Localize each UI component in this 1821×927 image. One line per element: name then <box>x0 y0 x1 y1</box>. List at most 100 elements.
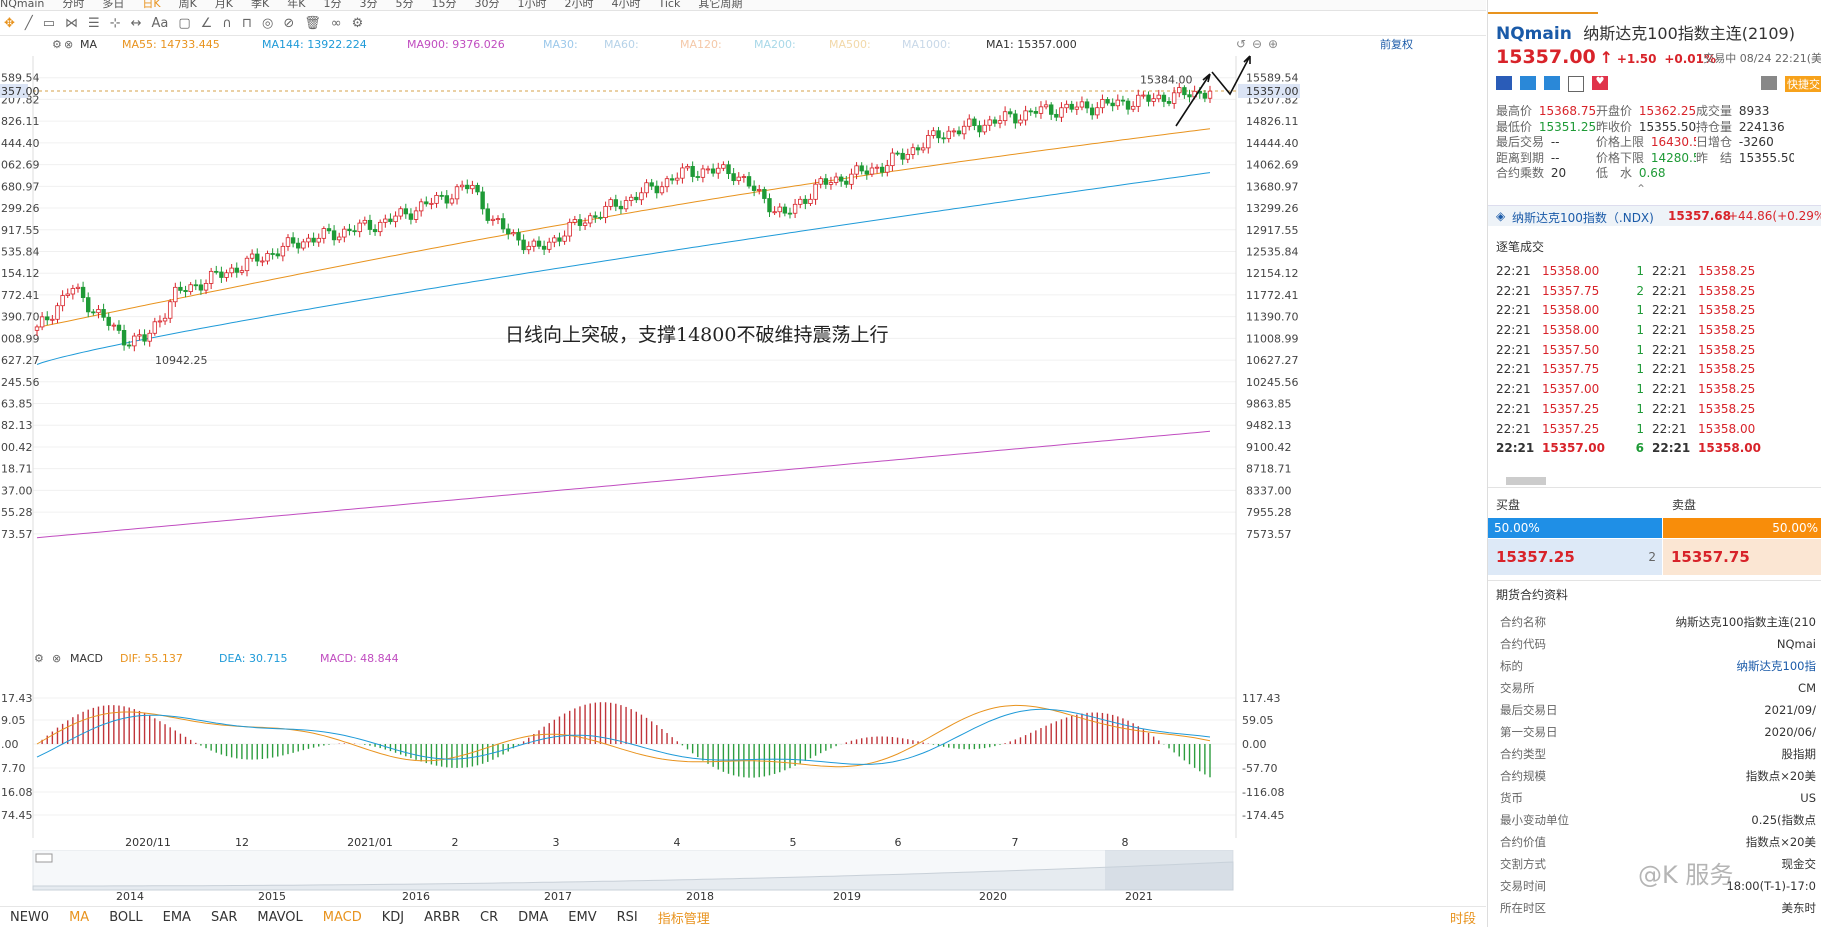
macd-tick-label: 59.05 <box>1242 714 1274 727</box>
trade-cell: 22:21 <box>1496 382 1531 397</box>
period-tab[interactable]: 2小时 <box>564 0 594 10</box>
panel-tab-active[interactable] <box>1488 0 1598 14</box>
flag-icon[interactable] <box>1496 76 1512 90</box>
timeline-navigator[interactable]: 2014 2015 2016 2017 2018 2019 2020 2021 <box>0 850 1486 900</box>
timeline-area <box>32 861 1234 891</box>
candle-body <box>1069 103 1074 110</box>
period-tab[interactable]: 月K <box>214 0 234 10</box>
magnet-icon[interactable]: ∩ <box>222 16 232 31</box>
app-icon-2[interactable] <box>1544 76 1560 90</box>
candle-body <box>1151 98 1156 102</box>
stat-label: 开盘价 <box>1596 104 1633 118</box>
contract-info-title: 期货合约资料 <box>1496 588 1569 602</box>
macd-close-icon: ⊗ <box>52 652 61 665</box>
contract-info-row: 交割方式 现金交 <box>1500 853 1821 875</box>
collapse-caret-icon[interactable]: ⌃ <box>1636 182 1647 196</box>
arrow-tool-icon[interactable]: ↔ <box>130 16 142 31</box>
candle-body <box>1125 100 1131 110</box>
period-tab[interactable]: 1小时 <box>517 0 547 10</box>
macd-tick-label-left: 16.08 <box>1 786 33 799</box>
index-row[interactable]: ◈ 纳斯达克100指数（.NDX) 15357.68 +44.86(+0.29% <box>1488 205 1821 226</box>
contract-info-value: 2020/06/ <box>1764 725 1816 739</box>
measure-tool-icon[interactable]: ⊹ <box>109 16 121 31</box>
price-tick-label: 11008.99 <box>1246 332 1299 345</box>
candle-body <box>137 334 142 337</box>
indicator-tab-rsi[interactable]: RSI <box>616 909 638 925</box>
period-tab[interactable]: 分时 <box>62 0 85 10</box>
delete-icon[interactable]: 🗑 <box>304 16 321 31</box>
indicator-tab-boll[interactable]: BOLL <box>109 909 143 925</box>
text-tool-label[interactable]: Aa <box>151 16 169 31</box>
period-tab[interactable]: 5分 <box>395 0 414 10</box>
indicator-tab-mavol[interactable]: MAVOL <box>257 909 303 925</box>
period-tab[interactable]: 4小时 <box>611 0 641 10</box>
macd-chart[interactable]: ⚙ ⊗ MACD DIF: 55.137 DEA: 30.715 MACD: 48.844… <box>0 648 1486 838</box>
heart-icon[interactable]: ♥ <box>1592 76 1608 90</box>
period-tab[interactable]: 15分 <box>431 0 457 10</box>
rect-tool-icon[interactable]: ▭ <box>42 16 56 31</box>
indicator-tab-sar[interactable]: SAR <box>210 909 238 925</box>
lock-icon[interactable]: ⊓ <box>241 16 252 31</box>
candle-body <box>608 199 613 207</box>
period-tab[interactable]: 日K <box>142 0 161 10</box>
ask-box[interactable]: 15357.75 <box>1663 539 1821 575</box>
period-tab[interactable]: NQmain <box>0 0 45 10</box>
channel-tool-icon[interactable]: ☰ <box>88 16 100 31</box>
period-tab[interactable]: 季K <box>251 0 270 10</box>
session-tab[interactable]: 时段 <box>1449 911 1476 927</box>
settings-icon[interactable]: ⚙ <box>351 16 364 31</box>
candle-body <box>96 309 101 314</box>
bell-icon[interactable] <box>1761 76 1777 90</box>
quote-change-pct: +0.01% <box>1664 52 1717 66</box>
stat-value: 16430.50 <box>1650 135 1696 149</box>
fork-tool-icon[interactable]: ⋈ <box>65 16 79 31</box>
contract-info-value: NQmai <box>1776 637 1816 651</box>
period-tab[interactable]: 其它周期 <box>698 0 743 10</box>
scrollbar-thumb[interactable] <box>1506 477 1546 485</box>
link-icon[interactable]: ∞ <box>330 16 342 31</box>
indicator-tab-arbr[interactable]: ARBR <box>424 909 461 925</box>
candle-body <box>465 184 470 190</box>
indicator-tab-emv[interactable]: EMV <box>568 909 597 925</box>
candle-body <box>1049 104 1054 115</box>
candle-body <box>1136 94 1141 107</box>
app-icon-1[interactable] <box>1520 76 1536 90</box>
period-tab[interactable]: 1分 <box>323 0 342 10</box>
period-tab[interactable]: 年K <box>287 0 306 10</box>
indicator-tab-指标管理[interactable]: 指标管理 <box>657 911 710 927</box>
period-tab[interactable]: 周K <box>178 0 197 10</box>
crosshair-icon[interactable]: ✥ <box>4 16 15 31</box>
price-tick-label: 8337.00 <box>1246 484 1292 497</box>
indicator-tab-cr[interactable]: CR <box>480 909 499 925</box>
indicator-tab-kdj[interactable]: KDJ <box>381 909 405 925</box>
candle-body <box>1171 92 1177 104</box>
indicator-tab-dma[interactable]: DMA <box>518 909 549 925</box>
candle-body <box>377 221 383 233</box>
trade-cell: 15358.00 <box>1542 303 1600 318</box>
bid-size: 2 <box>1648 550 1656 564</box>
indicator-tab-ema[interactable]: EMA <box>162 909 191 925</box>
doc-icon[interactable] <box>1568 76 1584 92</box>
candle-body <box>644 182 649 194</box>
period-tab[interactable]: 30分 <box>474 0 500 10</box>
period-tab[interactable]: 3分 <box>359 0 378 10</box>
candle-body <box>762 189 767 199</box>
period-tab[interactable]: 多日 <box>102 0 125 10</box>
indicator-tab-new0[interactable]: NEW0 <box>10 909 50 925</box>
contract-info-value[interactable]: 纳斯达克100指 <box>1736 659 1816 673</box>
angle-tool-icon[interactable]: ∠ <box>200 16 213 31</box>
candle-body <box>757 189 762 191</box>
candle-body <box>680 167 685 179</box>
line-tool-icon[interactable]: ╱ <box>24 16 33 31</box>
period-tab[interactable]: Tick <box>658 0 681 10</box>
macd-tick-label: -57.70 <box>1242 762 1277 775</box>
indicator-tab-ma[interactable]: MA <box>69 909 90 925</box>
price-chart[interactable]: ⚙ ⊗ MA MA55: 14733.445 MA144: 13922.224 MA900… <box>0 36 1486 648</box>
quick-trade-button[interactable]: 快捷交 <box>1785 76 1821 92</box>
candle-body <box>65 293 70 296</box>
bid-box[interactable]: 15357.25 2 <box>1488 539 1662 575</box>
hide-icon[interactable]: ⊘ <box>283 16 295 31</box>
comment-icon[interactable]: ▢ <box>178 16 191 31</box>
eye-icon[interactable]: ◎ <box>261 16 274 31</box>
indicator-tab-macd[interactable]: MACD <box>322 909 362 925</box>
